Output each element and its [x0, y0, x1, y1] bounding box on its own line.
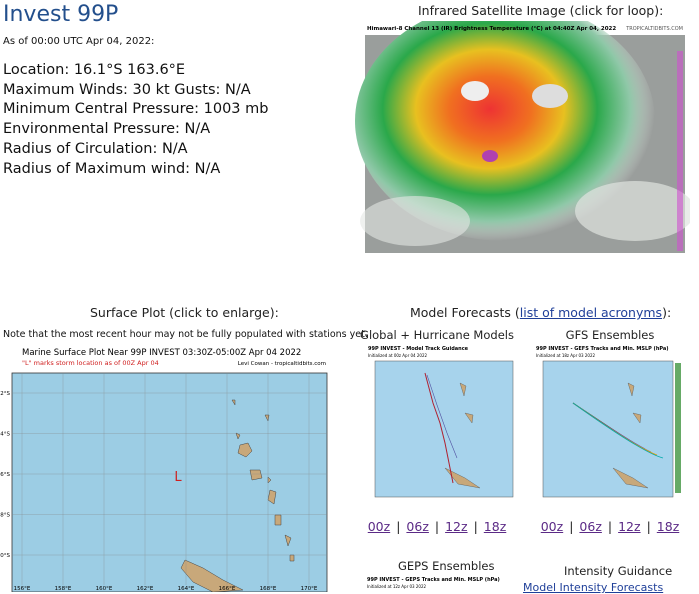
track — [426, 374, 458, 459]
intensity-title: Intensity Guidance — [564, 564, 673, 578]
separator: | — [607, 519, 613, 534]
image-title: 99P INVEST - Model Track Guidance — [368, 346, 469, 352]
satellite-image[interactable]: Himawari-8 Channel 13 (IR) Brightness Te… — [355, 21, 690, 259]
geps-title: GEPS Ensembles — [398, 559, 495, 573]
run-link[interactable]: 06z — [406, 519, 429, 534]
cold-top — [482, 150, 498, 162]
separator: | — [569, 519, 574, 534]
lat-label: 12°S — [0, 391, 10, 397]
info-line: Radius of Maximum wind: N/A — [3, 160, 221, 177]
surface-note: Note that the most recent hour may not b… — [3, 329, 368, 340]
image-title: 99P INVEST - GEPS Tracks and Min. MSLP (… — [367, 577, 500, 583]
separator: | — [473, 519, 478, 534]
run-link[interactable]: 00z — [367, 519, 391, 534]
lat-label: 18°S — [0, 513, 10, 519]
surface-map[interactable]: Marine Surface Plot Near 99P INVEST 03:3… — [0, 345, 332, 592]
intensity-link[interactable]: Model Intensity Forecasts — [523, 581, 664, 594]
run-link[interactable]: 18z — [483, 519, 507, 534]
lat-label: 20°S — [0, 553, 10, 559]
track — [424, 372, 454, 484]
heading-text: Model Forecasts ( — [410, 305, 520, 320]
land — [444, 382, 481, 489]
map-title: Marine Surface Plot Near 99P INVEST 03:3… — [22, 348, 301, 358]
image-title: Himawari-8 Channel 13 (IR) Brightness Te… — [367, 26, 616, 32]
run-links: 00z | 06z | 12z | 18z — [541, 519, 680, 534]
track — [572, 402, 664, 459]
storm-cloud — [355, 21, 655, 241]
lon-label: 158°E — [55, 586, 72, 592]
cloud — [575, 181, 690, 241]
info-line: Maximum Winds: 30 kt Gusts: N/A — [3, 81, 251, 98]
satellite-heading: Infrared Satellite Image (click for loop… — [418, 3, 664, 18]
as-of: As of 00:00 UTC Apr 04, 2022: — [3, 36, 155, 47]
lon-label: 168°E — [260, 586, 277, 592]
run-link[interactable]: 00z — [540, 519, 564, 534]
run-link[interactable]: 18z — [656, 519, 680, 534]
lon-label: 166°E — [219, 586, 236, 592]
image-title: 99P INVEST - GEFS Tracks and Min. MSLP (… — [536, 346, 669, 352]
storm-title: Invest 99P — [3, 2, 119, 27]
cold-top — [532, 84, 568, 108]
run-links: 00z | 06z | 12z | 18z — [368, 519, 507, 534]
cloud — [360, 196, 470, 246]
islands — [231, 399, 295, 562]
image-frame — [365, 575, 513, 592]
new-caledonia — [180, 559, 244, 592]
separator: | — [396, 519, 401, 534]
lat-label: 14°S — [0, 432, 10, 438]
heading-text: ): — [662, 305, 672, 320]
panel-title: GFS Ensembles — [565, 328, 655, 342]
lat-label: 16°S — [0, 472, 10, 478]
run-link[interactable]: 06z — [579, 519, 602, 534]
geps-image[interactable]: 99P INVEST - GEPS Tracks and Min. MSLP (… — [365, 575, 513, 592]
image-credit: TROPICALTIDBITS.COM — [625, 26, 683, 32]
separator: | — [646, 519, 651, 534]
map-subtitle: "L" marks storm location as of 00Z Apr 0… — [22, 359, 159, 367]
info-line: Location: 16.1°S 163.6°E — [3, 62, 186, 78]
info-line: Minimum Central Pressure: 1003 mb — [3, 101, 269, 118]
colorbar — [677, 51, 683, 251]
image-subtitle: Initialized at 18z Apr 03 2022 — [536, 353, 595, 358]
acronyms-link[interactable]: list of model acronyms — [519, 305, 663, 320]
surface-heading: Surface Plot (click to enlarge): — [90, 305, 279, 320]
lon-label: 164°E — [178, 586, 195, 592]
model-image[interactable]: 99P INVEST - GEFS Tracks and Min. MSLP (… — [533, 343, 688, 505]
cold-top — [461, 81, 489, 101]
map-area — [374, 360, 514, 498]
lon-label: 160°E — [96, 586, 113, 592]
colorbar — [675, 363, 681, 493]
run-link[interactable]: 12z — [445, 519, 468, 534]
map-credit: Levi Cowan - tropicaltidbits.com — [238, 361, 326, 367]
lon-label: 162°E — [137, 586, 154, 592]
land — [612, 382, 649, 489]
info-line: Environmental Pressure: N/A — [3, 121, 211, 138]
ocean — [11, 372, 328, 592]
model-image[interactable]: 99P INVEST - Model Track GuidanceInitial… — [365, 343, 520, 505]
map-area — [542, 360, 674, 498]
info-line: Radius of Circulation: N/A — [3, 140, 188, 157]
panel-title: Global + Hurricane Models — [360, 328, 514, 342]
lon-label: 170°E — [301, 586, 318, 592]
lon-label: 156°E — [14, 586, 31, 592]
run-link[interactable]: 12z — [618, 519, 641, 534]
image-subtitle: Initialized at 00z Apr 04 2022 — [368, 353, 427, 358]
separator: | — [434, 519, 440, 534]
image-subtitle: Initialized at 12z Apr 03 2022 — [367, 584, 426, 589]
models-heading: Model Forecasts (list of model acronyms)… — [410, 305, 671, 320]
storm-marker: L — [174, 470, 182, 485]
